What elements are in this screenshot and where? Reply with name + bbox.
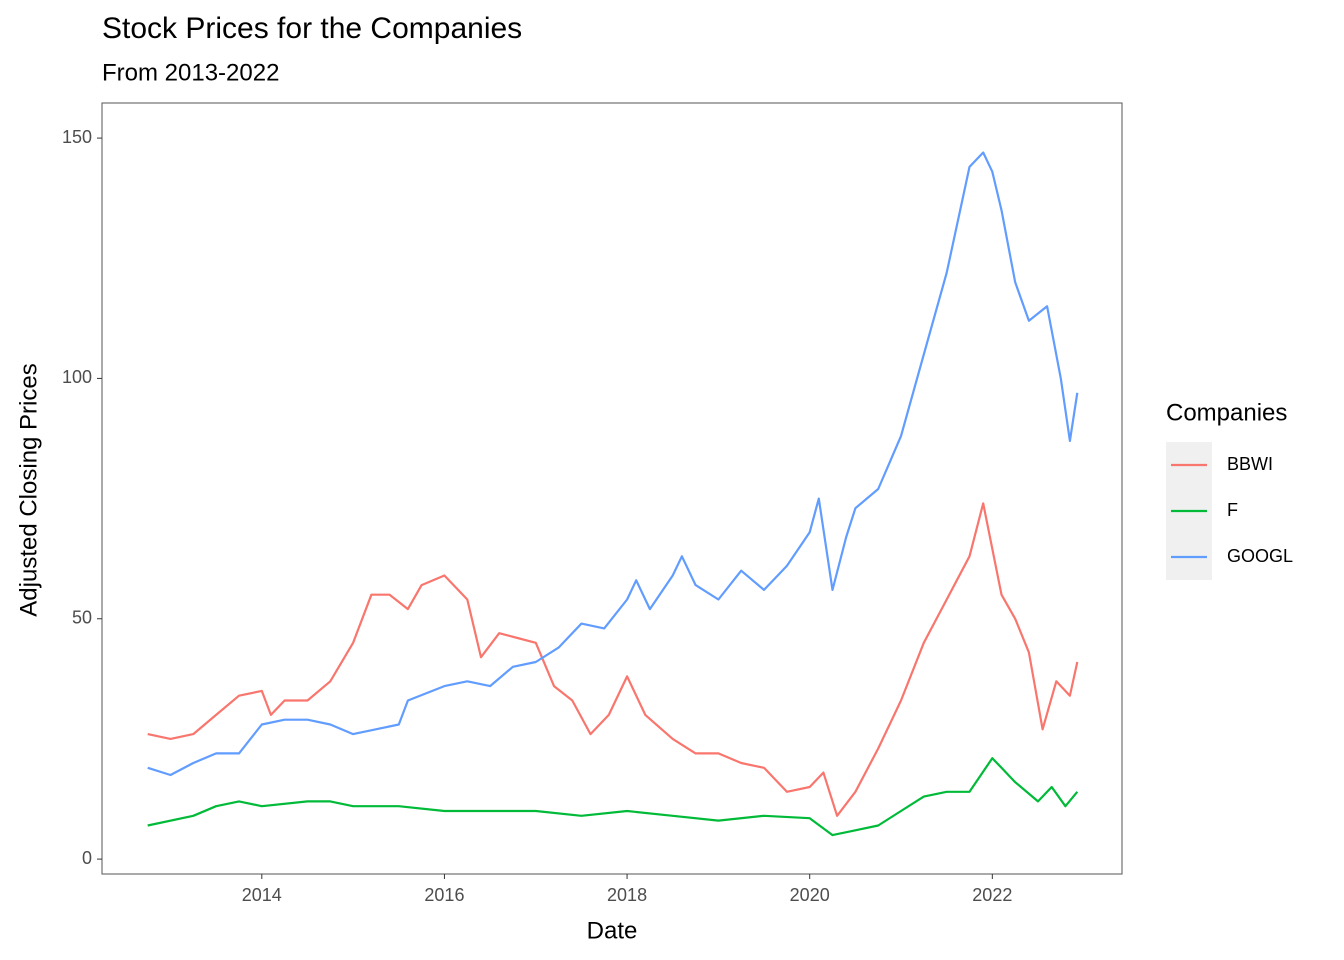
chart-title: Stock Prices for the Companies [102,12,522,45]
legend-label: BBWI [1227,454,1273,474]
chart-subtitle: From 2013-2022 [102,59,279,86]
x-tick-label: 2018 [607,885,647,905]
x-tick-label: 2014 [242,885,282,905]
y-axis-label: Adjusted Closing Prices [15,363,42,616]
x-axis-label: Date [587,917,638,944]
x-tick-label: 2020 [790,885,830,905]
legend-label: F [1227,500,1238,520]
y-tick-label: 100 [62,367,92,387]
panel-border [101,102,1123,875]
y-tick-label: 50 [72,608,92,628]
series-line [147,502,1079,817]
legend-label: GOOGL [1227,546,1293,566]
x-tick-label: 2016 [424,885,464,905]
x-tick-label: 2022 [972,885,1012,905]
legend-title: Companies [1166,399,1287,426]
series-line [147,151,1079,777]
series-line [147,757,1079,837]
y-tick-label: 150 [62,127,92,147]
y-tick-label: 0 [82,848,92,868]
